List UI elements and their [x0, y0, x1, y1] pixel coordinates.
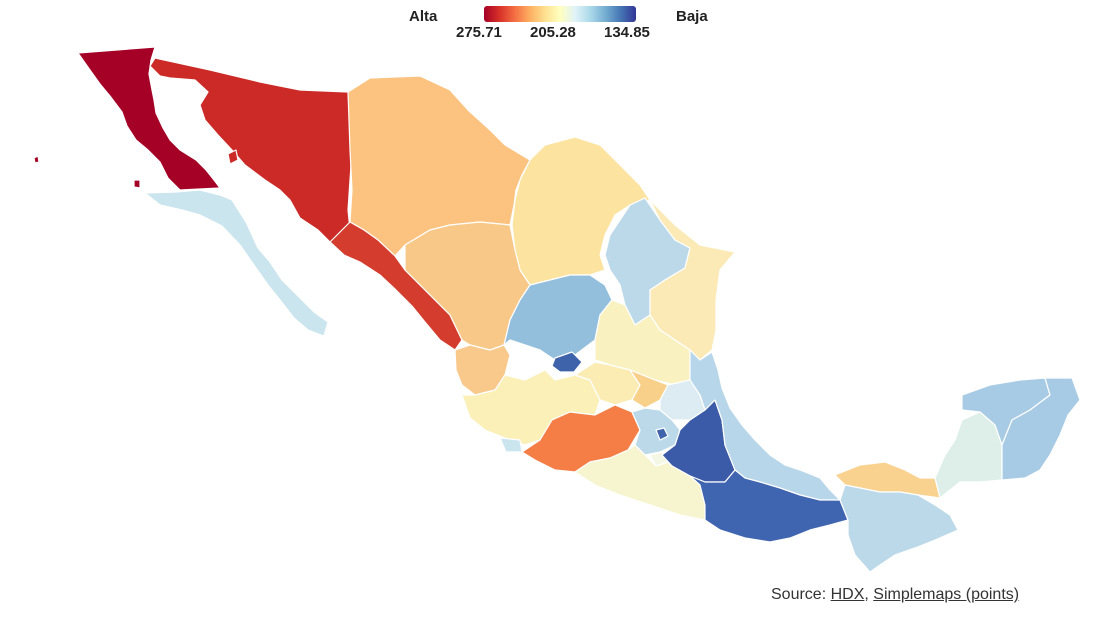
source-prefix: Source:	[771, 586, 831, 603]
legend-tick-low: 134.85	[604, 24, 650, 41]
region-baja-california-sur[interactable]	[144, 189, 329, 337]
source-separator: ,	[864, 586, 874, 603]
region-baja-california-islet	[33, 155, 40, 164]
source-note: Source: HDX, Simplemaps (points)	[771, 586, 1019, 604]
region-queretaro[interactable]	[629, 369, 669, 409]
region-colima[interactable]	[499, 437, 523, 453]
region-cdmx[interactable]	[655, 427, 669, 441]
region-baja-california[interactable]	[77, 46, 221, 191]
region-guerrero[interactable]	[574, 444, 706, 521]
region-coahuila[interactable]	[511, 136, 651, 286]
region-aguascalientes[interactable]	[551, 351, 583, 373]
legend-tick-high: 275.71	[456, 24, 502, 41]
region-quintana-roo[interactable]	[1001, 377, 1081, 481]
region-campeche[interactable]	[934, 411, 1003, 499]
source-link-simplemaps[interactable]: Simplemaps (points)	[873, 586, 1020, 603]
region-baja-california-island	[133, 179, 141, 189]
legend-low-label: Baja	[676, 8, 708, 25]
states-group	[33, 46, 1081, 573]
legend-tick-mid: 205.28	[530, 24, 576, 41]
source-link-hdx[interactable]: HDX	[830, 586, 865, 603]
legend-color-bar	[484, 6, 636, 22]
legend-high-label: Alta	[409, 8, 438, 25]
region-chiapas[interactable]	[839, 484, 959, 573]
region-sonora-island	[227, 149, 239, 165]
